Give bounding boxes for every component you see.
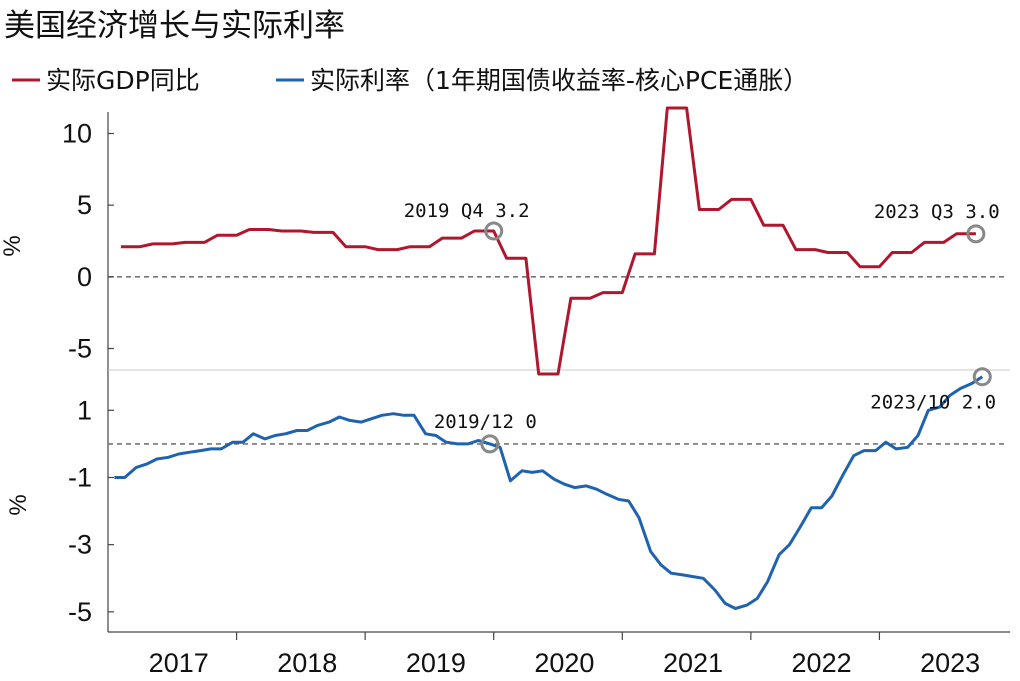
gdp-y-ticks: 10 5 0 -5: [62, 119, 114, 364]
rate-annotation-label: 2019/12 0: [434, 411, 537, 433]
gdp-series-line: [120, 106, 976, 376]
gdp-annotation-marker: [966, 224, 986, 244]
rate-y-label: %: [5, 494, 32, 515]
rate-annotation-marker: [972, 367, 992, 387]
gdp-y-tick-label: 10: [62, 119, 92, 149]
rate-annotation-marker: [480, 434, 500, 454]
rate-y-tick-label: -3: [68, 530, 92, 560]
x-tick-label: 2017: [149, 648, 209, 678]
gdp-annotation-marker: [484, 221, 504, 241]
x-tick-label: 2019: [406, 648, 466, 678]
rate-panel: 1 -1 -3 -5 % 2019/12 0 2023/10 2.0: [5, 367, 1008, 627]
x-tick-label: 2018: [277, 648, 337, 678]
rate-y-tick-label: -1: [68, 462, 92, 492]
x-tick-label: 2021: [663, 648, 723, 678]
gdp-y-tick-label: 0: [77, 262, 92, 292]
gdp-annotation-label: 2019 Q4 3.2: [404, 200, 530, 222]
rate-y-tick-label: 1: [77, 395, 92, 425]
gdp-annotations: 2019 Q4 3.2 2023 Q3 3.0: [404, 200, 1000, 244]
gdp-y-tick-label: 5: [77, 190, 92, 220]
chart-title: 美国经济增长与实际利率: [4, 8, 345, 44]
legend: 实际GDP同比 实际利率（1年期国债收益率-核心PCE通胀）: [12, 66, 808, 95]
gdp-y-tick-label: -5: [68, 334, 92, 364]
rate-y-tick-label: -5: [68, 597, 92, 627]
x-tick-label: 2020: [534, 648, 594, 678]
x-tick-label: 2022: [792, 648, 852, 678]
rate-annotations: 2019/12 0 2023/10 2.0: [434, 367, 996, 454]
legend-rate-label: 实际利率（1年期国债收益率-核心PCE通胀）: [310, 66, 808, 95]
gdp-annotation-label: 2023 Q3 3.0: [874, 201, 1000, 223]
gdp-panel: 10 5 0 -5 % 2019 Q4 3.2 2023 Q3 3.0: [0, 106, 1008, 376]
legend-gdp-label: 实际GDP同比: [46, 66, 200, 95]
x-tick-label: 2023: [920, 648, 980, 678]
x-axis: 2017 2018 2019 2020 2021 2022 2023: [149, 632, 980, 678]
rate-series-line: [114, 375, 984, 610]
rate-annotation-label: 2023/10 2.0: [870, 392, 996, 414]
rate-y-ticks: 1 -1 -3 -5: [68, 395, 114, 627]
gdp-y-label: %: [0, 235, 26, 256]
